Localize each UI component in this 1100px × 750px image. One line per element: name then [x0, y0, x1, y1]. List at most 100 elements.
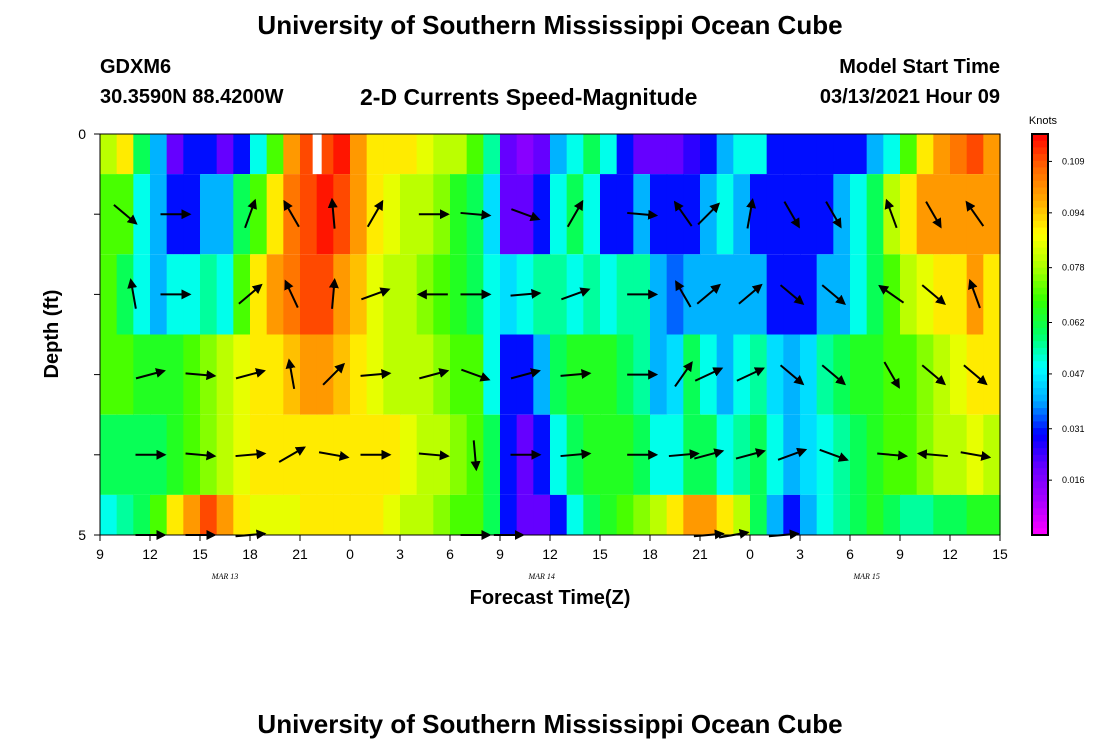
heatmap-cell — [533, 334, 551, 415]
chart-subtitle: 2-D Currents Speed-Magnitude — [360, 84, 698, 110]
colorbar-segment — [1032, 180, 1048, 189]
heatmap-cell — [850, 254, 868, 335]
heatmap-cell — [616, 494, 634, 535]
x-tick-label: 21 — [692, 546, 708, 562]
heatmap-cell — [766, 134, 784, 175]
colorbar-segment — [1032, 521, 1048, 529]
heatmap-cell — [383, 134, 401, 175]
current-vector-arrow — [884, 198, 898, 229]
heatmap-cell — [933, 174, 951, 255]
date-label: MAR 13 — [211, 572, 238, 581]
colorbar-segment — [1032, 214, 1048, 222]
heatmap-cell — [800, 254, 818, 335]
colorbar-title: Knots — [1029, 115, 1058, 127]
current-vector-arrow — [777, 447, 808, 461]
heatmap-cell — [650, 334, 668, 415]
heatmap-cell — [666, 174, 684, 255]
heatmap-cell — [100, 134, 118, 175]
heatmap-cell — [866, 334, 884, 415]
heatmap-cell — [466, 494, 484, 535]
heatmap-cell — [216, 254, 234, 335]
heatmap-cell — [583, 414, 601, 495]
heatmap-cell — [100, 494, 118, 535]
heatmap-cell — [350, 494, 368, 535]
heatmap-cell — [733, 134, 751, 175]
x-tick-label: 0 — [746, 546, 754, 562]
heatmap-cell — [633, 494, 651, 535]
heatmap-cell — [450, 174, 468, 255]
heatmap-cell — [583, 254, 601, 335]
heatmap-cell — [833, 494, 851, 535]
heatmap-cell — [983, 174, 1001, 255]
current-vector-arrow — [470, 440, 481, 472]
current-vector-arrow — [877, 450, 909, 461]
current-vector-arrow — [561, 287, 591, 301]
colorbar-segment — [1032, 428, 1048, 436]
x-tick-label: 12 — [542, 546, 558, 562]
heatmap-cell — [816, 414, 834, 495]
heatmap-cell — [683, 134, 701, 175]
heatmap-cell — [900, 494, 918, 535]
heatmap-cell — [566, 134, 584, 175]
heatmap-cell — [650, 414, 668, 495]
heatmap-cell — [266, 134, 284, 175]
heatmap-cell — [983, 414, 1001, 495]
station-coordinates: 30.3590N 88.4200W — [100, 86, 284, 108]
current-vector-arrow — [916, 449, 948, 460]
heatmap-cell — [233, 254, 251, 335]
heatmap-cell — [966, 134, 984, 175]
heatmap-cell — [666, 134, 684, 175]
current-vector-arrow — [113, 204, 138, 225]
heatmap-cell — [583, 334, 601, 415]
heatmap-cell — [983, 334, 1001, 415]
colorbar-segment — [1032, 147, 1048, 155]
heatmap-cell — [550, 174, 568, 255]
heatmap-cell — [400, 494, 418, 535]
heatmap-cell — [200, 494, 218, 535]
colorbar-segment — [1032, 434, 1048, 443]
current-vector-arrow — [779, 284, 805, 306]
heatmap-cell — [333, 254, 351, 335]
heatmap-cell — [533, 174, 551, 255]
colorbar-segment — [1032, 140, 1048, 148]
colorbar-segment — [1032, 347, 1048, 356]
current-vector-arrow — [821, 284, 846, 306]
current-vector-arrow — [560, 369, 592, 380]
heatmap-cell — [250, 174, 268, 255]
x-tick-label: 18 — [642, 546, 658, 562]
heatmap-cell — [950, 134, 968, 175]
colorbar-segment — [1032, 307, 1048, 316]
heatmap-cell — [583, 174, 601, 255]
current-vector-arrow — [783, 201, 800, 229]
heatmap-cell — [416, 134, 434, 175]
y-axis-label: Depth (ft) — [41, 290, 63, 379]
heatmap-cell — [916, 174, 934, 255]
heatmap-cell — [866, 254, 884, 335]
heatmap-cell — [833, 334, 851, 415]
heatmap-cell — [350, 174, 368, 255]
x-tick-label: 6 — [446, 546, 454, 562]
current-vector-arrow — [244, 198, 257, 229]
colorbar-tick-label: 0.016 — [1062, 475, 1085, 485]
heatmap-cell — [950, 334, 968, 415]
heatmap-cell — [616, 414, 634, 495]
heatmap-cell — [850, 334, 868, 415]
heatmap-cell — [116, 334, 134, 415]
heatmap-cell — [483, 174, 501, 255]
heatmap-cell — [516, 134, 534, 175]
heatmap-cell — [466, 134, 484, 175]
colorbar-segment — [1032, 167, 1048, 175]
heatmap-cell — [650, 494, 668, 535]
heatmap-cell — [816, 334, 834, 415]
heatmap-cell — [333, 174, 351, 255]
heatmap-cell — [316, 254, 334, 335]
current-vector-arrow — [185, 370, 217, 381]
heatmap-cell — [133, 334, 151, 415]
heatmap-cell — [750, 174, 768, 255]
x-tick-label: 0 — [346, 546, 354, 562]
heatmap-cell — [500, 174, 518, 255]
current-vector-arrow — [510, 368, 541, 380]
current-vector-arrow — [510, 288, 542, 299]
heatmap-cell — [450, 254, 468, 335]
